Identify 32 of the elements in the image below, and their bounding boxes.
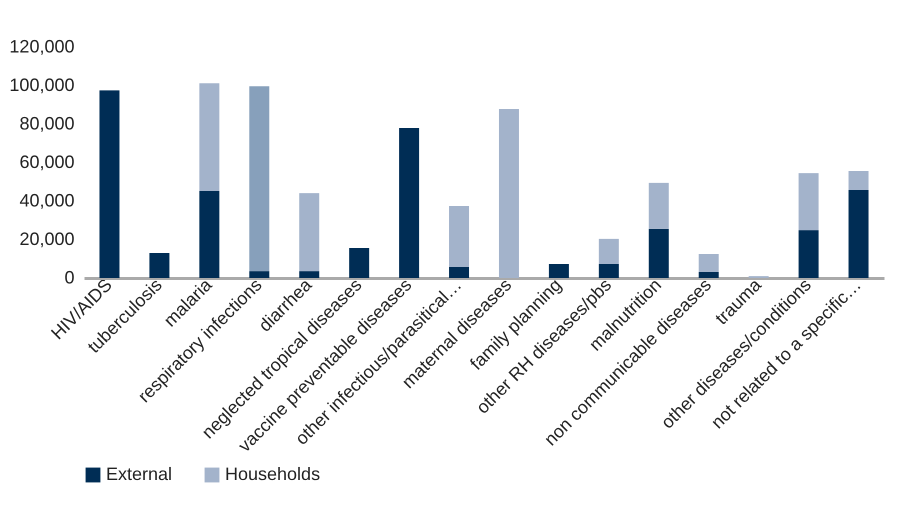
y-tick-label: 60,000 xyxy=(19,152,74,172)
bar xyxy=(598,238,619,264)
bar xyxy=(498,108,519,278)
bar xyxy=(598,264,619,278)
bar xyxy=(698,272,719,278)
y-tick-label: 80,000 xyxy=(19,114,74,134)
bar xyxy=(349,248,370,278)
bar xyxy=(99,90,120,278)
y-tick-label: 120,000 xyxy=(9,36,74,56)
legend-label: Households xyxy=(225,464,320,484)
bar xyxy=(399,128,420,278)
bar xyxy=(648,228,669,278)
legend-label: External xyxy=(106,464,172,484)
bar xyxy=(648,182,669,229)
bar xyxy=(848,170,869,190)
y-tick-label: 40,000 xyxy=(19,190,74,210)
bar xyxy=(199,83,220,191)
bar xyxy=(249,86,270,272)
bar xyxy=(548,264,569,278)
bar xyxy=(299,271,320,278)
bar xyxy=(449,206,470,268)
bar xyxy=(449,267,470,278)
bar xyxy=(249,271,270,278)
bar xyxy=(798,230,819,278)
bar xyxy=(199,190,220,278)
bar xyxy=(149,252,170,278)
y-tick-label: 20,000 xyxy=(19,229,74,249)
bar xyxy=(848,190,869,278)
y-tick-label: 100,000 xyxy=(9,75,74,95)
bar xyxy=(698,254,719,272)
bar xyxy=(798,173,819,230)
bar xyxy=(299,193,320,272)
